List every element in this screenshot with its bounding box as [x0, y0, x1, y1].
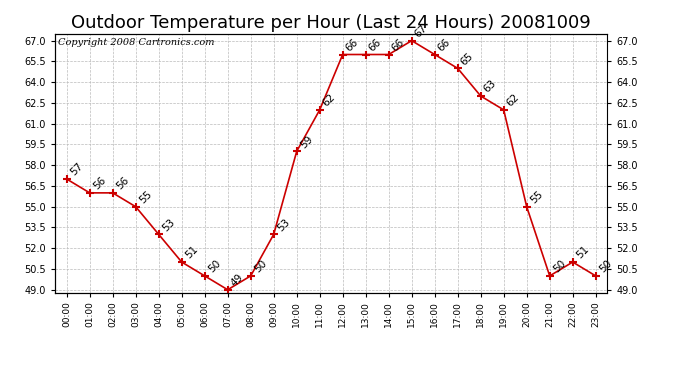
Text: 55: 55	[137, 189, 154, 206]
Text: 56: 56	[114, 175, 130, 192]
Text: 50: 50	[551, 258, 567, 274]
Text: 62: 62	[321, 92, 337, 108]
Text: 55: 55	[528, 189, 544, 206]
Text: 62: 62	[505, 92, 522, 108]
Text: 53: 53	[275, 216, 292, 233]
Text: 66: 66	[367, 37, 384, 53]
Text: 51: 51	[183, 244, 199, 261]
Text: 50: 50	[206, 258, 222, 274]
Text: 63: 63	[482, 78, 499, 94]
Text: 59: 59	[298, 134, 315, 150]
Text: 67: 67	[413, 23, 430, 39]
Text: 49: 49	[229, 272, 246, 288]
Text: 66: 66	[344, 37, 361, 53]
Text: 57: 57	[68, 161, 85, 178]
Text: 66: 66	[390, 37, 406, 53]
Text: 53: 53	[160, 216, 177, 233]
Text: 51: 51	[574, 244, 591, 261]
Text: 56: 56	[91, 175, 108, 192]
Text: Copyright 2008 Cartronics.com: Copyright 2008 Cartronics.com	[58, 38, 215, 46]
Text: 66: 66	[436, 37, 453, 53]
Title: Outdoor Temperature per Hour (Last 24 Hours) 20081009: Outdoor Temperature per Hour (Last 24 Ho…	[71, 14, 591, 32]
Text: 50: 50	[252, 258, 268, 274]
Text: 65: 65	[459, 51, 475, 67]
Text: 50: 50	[597, 258, 613, 274]
